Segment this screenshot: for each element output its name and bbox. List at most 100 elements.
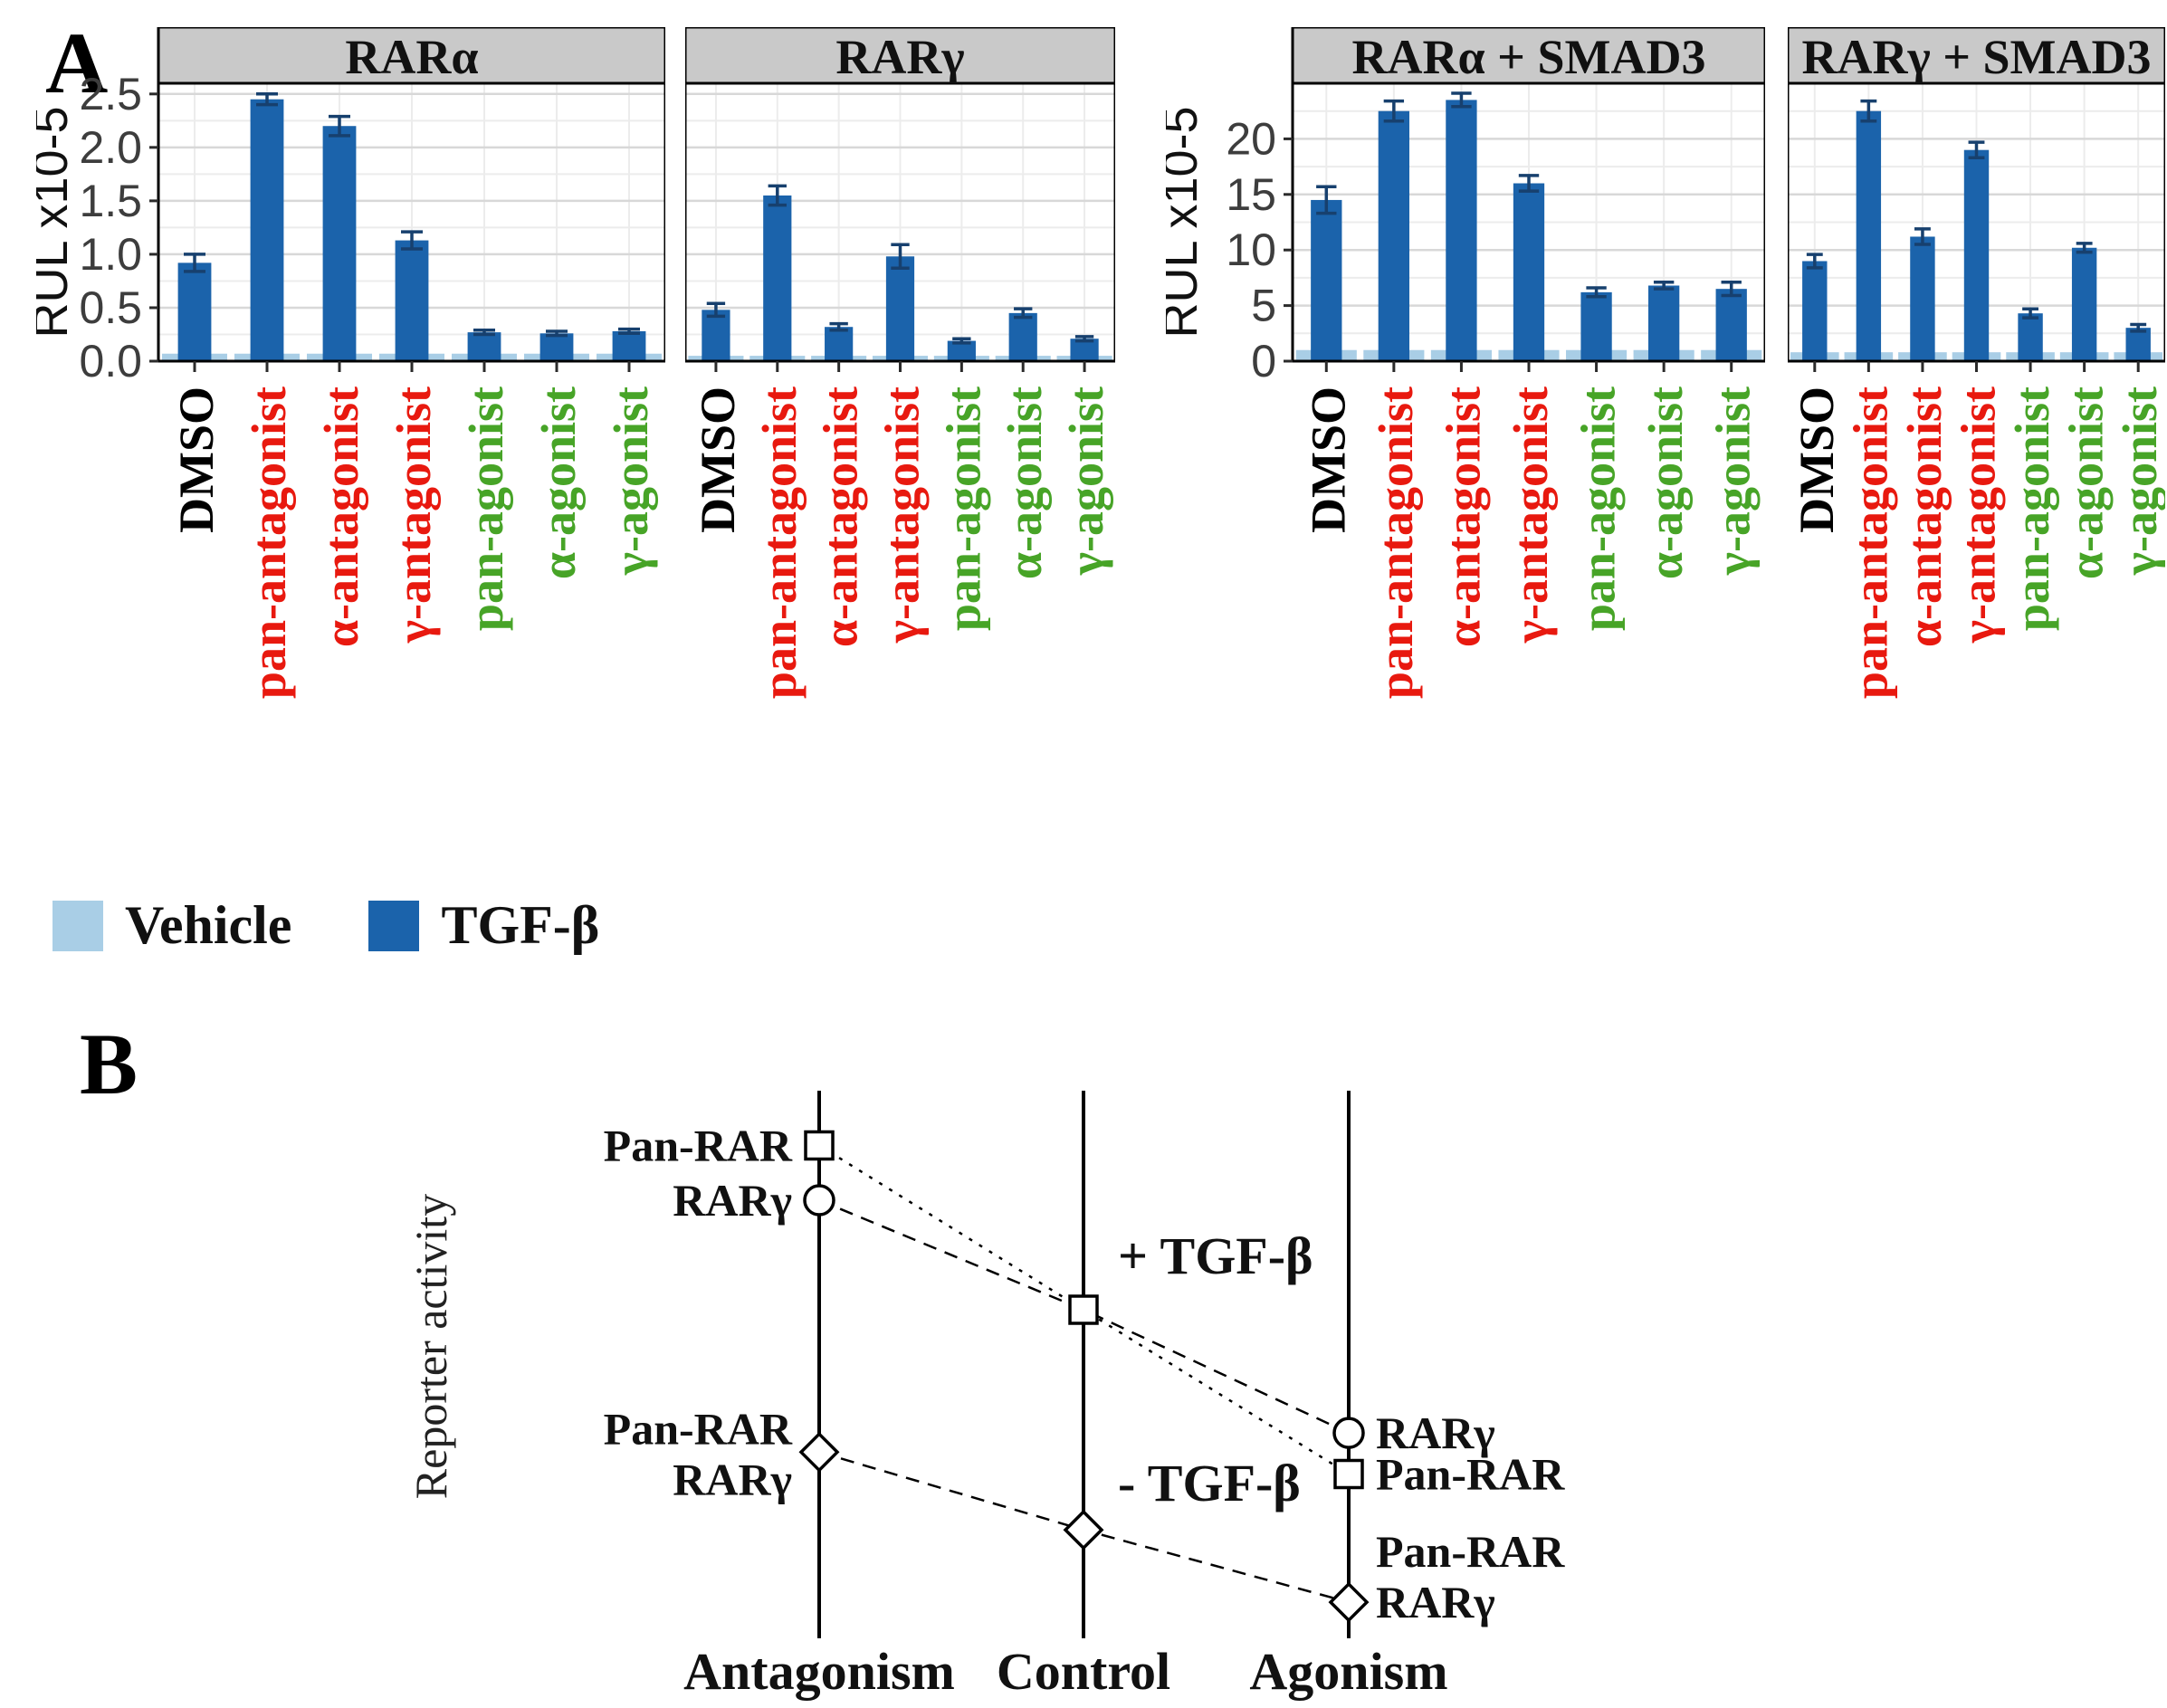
tgfb-bar xyxy=(177,262,212,361)
series-line xyxy=(818,1144,1350,1475)
tgfb-bar xyxy=(539,333,574,361)
y-axis-label: Reporter activity xyxy=(406,1194,456,1499)
panel-b-label: B xyxy=(80,1016,138,1112)
tgfb-bar xyxy=(1647,285,1680,361)
point-label: RARγ xyxy=(673,1175,792,1226)
legend-label-vehicle: Vehicle xyxy=(125,895,292,955)
panel-a-label: A xyxy=(45,14,109,111)
tgfb-bar xyxy=(2018,313,2043,361)
y-tick-label: 5 xyxy=(1251,281,1276,331)
x-category-label: pan-antagonist xyxy=(242,386,296,699)
bar-chart-rar-gamma-smad3: RARγ + SMAD3 DMSO pan-antagonist α-antagoni… xyxy=(1786,25,2167,792)
line-chart-svg: Reporter activity Antagonism Control Agonis… xyxy=(406,1091,1565,1701)
bar-chart-rar-alpha: RARα 0.0 0.5 1.0 1.5 2.0 2.5 RUL x10-5 DMSO pan-a… xyxy=(24,25,667,792)
x-category-label: α-agonist xyxy=(531,386,586,579)
title-strip xyxy=(1786,25,2167,85)
tgfb-bar xyxy=(250,99,284,361)
tgfb-bar xyxy=(1378,110,1410,361)
tgfb-bar xyxy=(1070,339,1099,361)
point-label: RARγ xyxy=(673,1454,792,1504)
tgfb-bar xyxy=(612,330,646,361)
tgfb-bar xyxy=(1513,183,1545,361)
tgfb-bar xyxy=(885,256,915,361)
legend-item-tgfb: TGF-β xyxy=(368,894,599,957)
tgfb-bar xyxy=(395,240,429,361)
x-category-label: γ-agonist xyxy=(1059,386,1113,576)
square-marker xyxy=(804,1130,835,1161)
tgfb-bar xyxy=(1802,261,1828,361)
title-strip xyxy=(1291,25,1767,85)
y-axis-label: RUL x10-5 xyxy=(36,106,78,338)
x-category-label: DMSO xyxy=(1790,386,1844,533)
y-tick-label: 1.5 xyxy=(79,176,142,226)
x-category-label: α-antagonist xyxy=(1436,386,1490,647)
x-category-label: α-antagonist xyxy=(814,386,868,647)
x-category-label: γ-antagonist xyxy=(1504,386,1558,644)
bar-chart-rar-alpha-smad3: RARα + SMAD3 0 5 10 15 20 RUL x10-5 DMSO pan-ant… xyxy=(1153,25,1767,792)
tgfb-annotation: - TGF-β xyxy=(1118,1454,1301,1512)
x-category-label: pan-agonist xyxy=(2005,386,2059,631)
chart-title: RARα + SMAD3 xyxy=(1352,30,1706,84)
point-label: RARγ xyxy=(1376,1407,1495,1458)
x-category-label: pan-antagonist xyxy=(1843,386,1897,699)
y-tick-label: 2.0 xyxy=(79,122,142,173)
tgfb-bar xyxy=(1856,110,1882,361)
x-category-label: DMSO xyxy=(1301,386,1355,533)
x-category-label: γ-agonist xyxy=(604,386,658,576)
point-label: Pan-RAR xyxy=(604,1121,793,1171)
y-tick-label: 0 xyxy=(1251,336,1276,386)
circle-marker xyxy=(803,1184,835,1217)
tgfb-bar xyxy=(2071,247,2097,361)
y-tick-label: 0.5 xyxy=(79,282,142,333)
bar-chart-svg: RARγ DMSO pan-antagonist α-antagonist γ-anta… xyxy=(683,25,1117,699)
point-label: Pan-RAR xyxy=(1376,1526,1565,1577)
x-category-label: pan-agonist xyxy=(1571,386,1626,631)
y-tick-label: 10 xyxy=(1226,224,1276,275)
x-category-label: DMSO xyxy=(169,386,224,533)
bar-chart-rar-gamma: RARγ DMSO pan-antagonist α-antagonist γ-anta… xyxy=(683,25,1117,792)
y-tick-label: 20 xyxy=(1226,113,1276,164)
legend: Vehicle TGF-β xyxy=(53,894,599,957)
y-axis-label: RUL x10-5 xyxy=(1166,106,1208,338)
x-category-label: γ-antagonist xyxy=(387,386,441,644)
tgfb-bar xyxy=(1910,236,1935,361)
square-marker xyxy=(1068,1294,1099,1325)
x-category-label: pan-antagonist xyxy=(1369,386,1423,699)
chart-title: RARα xyxy=(345,30,478,84)
legend-item-vehicle: Vehicle xyxy=(53,894,291,957)
x-category-label: γ-antagonist xyxy=(1952,386,2006,644)
x-category-label: α-antagonist xyxy=(314,386,368,647)
x-category-label: pan-antagonist xyxy=(752,386,807,699)
y-tick-label: 1.0 xyxy=(79,229,142,280)
tgfb-bar xyxy=(763,195,792,361)
point-label: RARγ xyxy=(1376,1577,1495,1627)
tgfb-bar xyxy=(1715,289,1747,361)
title-strip xyxy=(683,25,1117,85)
tgfb-bar xyxy=(702,310,730,361)
chart-title: RARγ xyxy=(835,30,964,84)
circle-marker xyxy=(1332,1417,1365,1449)
tgfb-bar xyxy=(1963,149,1990,361)
tgfb-bar xyxy=(467,332,501,361)
x-category-label: γ-agonist xyxy=(1706,386,1761,576)
y-tick-label: 2.5 xyxy=(79,69,142,119)
x-category-label: γ-antagonist xyxy=(875,386,930,644)
tgfb-annotation: + TGF-β xyxy=(1118,1226,1313,1285)
x-category-label: α-antagonist xyxy=(1897,386,1952,647)
legend-label-tgfb: TGF-β xyxy=(441,895,600,955)
diamond-marker xyxy=(1063,1509,1104,1551)
line-chart-reporter-activity: Reporter activity Antagonism Control Agonis… xyxy=(394,1032,1661,1708)
series-line xyxy=(818,1198,1350,1435)
x-category-label: DMSO xyxy=(691,386,745,533)
tgfb-bar xyxy=(322,126,357,361)
x-category-label: α-agonist xyxy=(1638,386,1693,579)
tgfb-bar xyxy=(1446,100,1477,362)
tgfb-bar xyxy=(947,340,976,361)
y-tick-label: 15 xyxy=(1226,169,1276,220)
tgfb-bar xyxy=(1311,199,1342,361)
chart-title: RARγ + SMAD3 xyxy=(1801,30,2151,84)
bar-chart-svg: RARγ + SMAD3 DMSO pan-antagonist α-antagoni… xyxy=(1786,25,2167,699)
